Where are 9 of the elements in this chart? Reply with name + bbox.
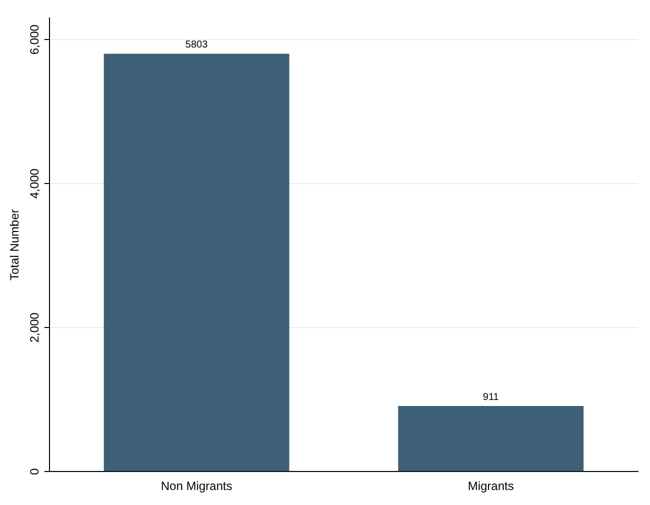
- y-tick-label: 6,000: [28, 24, 42, 55]
- x-tick-label: Non Migrants: [160, 479, 232, 494]
- y-tick-label: 2,000: [28, 312, 42, 343]
- y-tick-label: 0: [28, 468, 42, 475]
- y-tick-label: 4,000: [28, 168, 42, 199]
- x-tick-label: Migrants: [468, 479, 514, 494]
- data-label: 911: [482, 392, 500, 403]
- y-axis-title: Total Number: [8, 209, 22, 280]
- data-label: 5803: [185, 40, 208, 51]
